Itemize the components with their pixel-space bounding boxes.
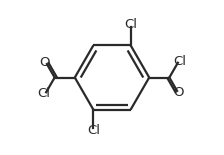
Text: Cl: Cl [173,55,186,68]
Text: O: O [40,56,50,69]
Text: Cl: Cl [38,87,51,100]
Text: Cl: Cl [124,18,137,31]
Text: Cl: Cl [87,124,100,137]
Text: O: O [174,86,184,99]
